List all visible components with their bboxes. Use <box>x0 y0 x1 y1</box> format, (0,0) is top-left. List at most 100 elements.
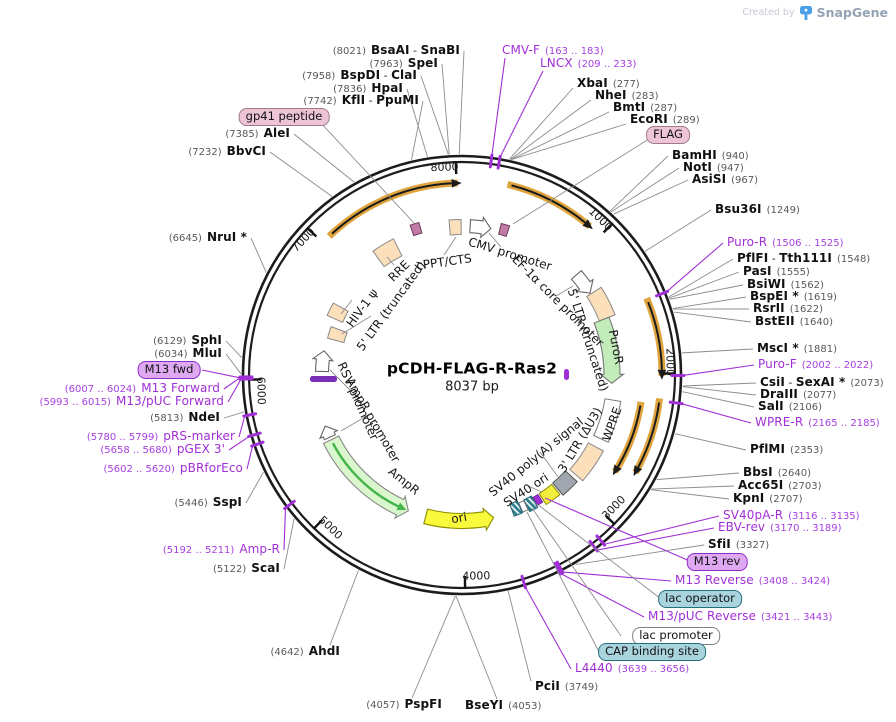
scale-tick-1000 <box>602 222 614 234</box>
leader-ebv-rev <box>596 527 715 551</box>
leader-pflfi-tth111i <box>668 258 734 298</box>
leader-cmv-f <box>491 57 506 157</box>
leader-ndei <box>223 411 245 419</box>
leader-spei <box>441 63 450 155</box>
leader-pasi <box>669 271 740 299</box>
connector-line-5 <box>386 256 395 266</box>
leader-puro-r <box>666 242 724 293</box>
leader-lac-promoter <box>531 507 622 637</box>
leader-pbrforeco <box>246 445 254 470</box>
scale-label-4000: 4000 <box>462 569 490 582</box>
leader-bbsi <box>656 472 740 481</box>
leader-sspi <box>245 471 264 504</box>
leader-wpre-r <box>680 403 752 424</box>
connector-line-0 <box>443 236 457 256</box>
leader-xbai <box>509 87 574 160</box>
feature-flag-bar <box>497 222 511 238</box>
primer-tick-1515 <box>655 289 670 298</box>
scale-tick-3000 <box>604 514 616 526</box>
scale-tick-5000 <box>312 518 324 530</box>
feature-wpre-box <box>593 398 622 443</box>
primer-tick-3126 <box>595 534 607 547</box>
leader-kpni <box>650 489 730 500</box>
feature-orf-wpre-inner <box>611 401 645 476</box>
primer-tick-2175 <box>668 400 684 406</box>
leader-bsu36i <box>644 209 712 252</box>
leader-puro-f <box>682 364 755 377</box>
leader-bsaai-snabi <box>458 50 465 155</box>
leader-cap-binding-site <box>526 511 600 653</box>
primer-tick-3432 <box>553 561 562 576</box>
leader-nrui <box>250 237 267 273</box>
feature-puro-f-tick-inner <box>564 369 569 380</box>
leader-bmti <box>510 111 610 160</box>
feature-gp41-peptide-bar <box>409 221 423 237</box>
leader-noti <box>610 167 680 213</box>
feature-ef1a-core-promoter-arrow <box>570 269 594 294</box>
leader-sphi <box>225 340 243 358</box>
plasmid-name: pCDH-FLAG-R-Ras2 <box>386 359 558 378</box>
leader-csii-sexai <box>682 382 757 387</box>
leader-sv40pa-r <box>603 515 720 545</box>
leader-pspfi <box>411 595 456 699</box>
primer-tick-3416 <box>555 560 565 575</box>
leader-alei <box>293 133 355 183</box>
feature-lac-promoter-box <box>518 500 529 513</box>
feature-3-ltr-du3 <box>569 442 605 482</box>
feature-cap-binding-site-box <box>509 500 524 517</box>
leader-mlui <box>225 353 242 375</box>
leader-bspei <box>672 296 747 310</box>
leader-m13-rev <box>544 497 693 563</box>
leader-bamhi <box>609 155 669 212</box>
feature-hiv1-psi <box>326 302 349 323</box>
leader-lac-operator <box>536 503 662 600</box>
feature-5-ltr-truncated-left <box>326 326 348 344</box>
scale-label-1000: 1000 <box>586 205 615 234</box>
leader-m13-forward <box>223 376 242 390</box>
leader-flag <box>512 138 650 225</box>
feature-sv40-polya-signal <box>551 470 578 496</box>
plasmid-size: 8037 bp <box>445 379 499 395</box>
watermark-brand: SnapGene <box>816 5 888 20</box>
connector-line-9 <box>340 413 371 432</box>
leader-m13-puc-forward <box>227 378 242 403</box>
feature-ori-arrow <box>423 507 495 532</box>
primer-tick-3648 <box>520 574 527 590</box>
watermark: Created by SnapGene <box>742 5 888 20</box>
leader-bseyi <box>455 595 498 700</box>
leader-l4440 <box>524 586 572 670</box>
leader-draiii <box>682 386 757 396</box>
scale-label-2000: 2000 <box>664 348 677 376</box>
feature-lac-operator-box <box>523 495 539 513</box>
scale-tick-7000 <box>306 226 318 238</box>
leader-lncx <box>499 70 544 158</box>
leader-sfii <box>575 544 705 565</box>
leader-bsteii <box>673 311 752 323</box>
feature-puror-arrow <box>593 316 626 384</box>
primer-tick-5202 <box>283 499 296 511</box>
watermark-text: Created by <box>742 7 795 18</box>
feature-5-ltr-truncated-right <box>586 286 616 322</box>
leader-hpai <box>406 88 428 157</box>
feature-orf-puro <box>643 296 667 380</box>
connector-line-8 <box>329 369 357 397</box>
primer-tick-5669 <box>247 431 262 438</box>
primer-tick-173 <box>488 153 494 169</box>
connector-line-3 <box>340 299 353 315</box>
connector-line-1 <box>488 232 502 248</box>
scale-label-7000: 7000 <box>289 225 318 254</box>
connector-line-7 <box>527 485 543 493</box>
feature-cppt-cts <box>448 218 462 236</box>
feature-m13-fwd-bar <box>310 376 337 382</box>
leader-bsiwi <box>669 284 744 300</box>
feature-orf-upstream <box>326 179 462 239</box>
snapgene-logo-icon <box>799 5 812 20</box>
leader-pcii <box>507 591 532 682</box>
leader-bspdi-clai <box>420 75 449 155</box>
leader-bbvci <box>269 151 333 197</box>
feature-cmv-promoter-arrow <box>469 215 492 239</box>
leader-sali <box>682 391 755 408</box>
leader-nhei <box>510 99 592 160</box>
connector-line-4 <box>341 315 372 335</box>
feature-m13-rev-bar <box>532 493 544 506</box>
